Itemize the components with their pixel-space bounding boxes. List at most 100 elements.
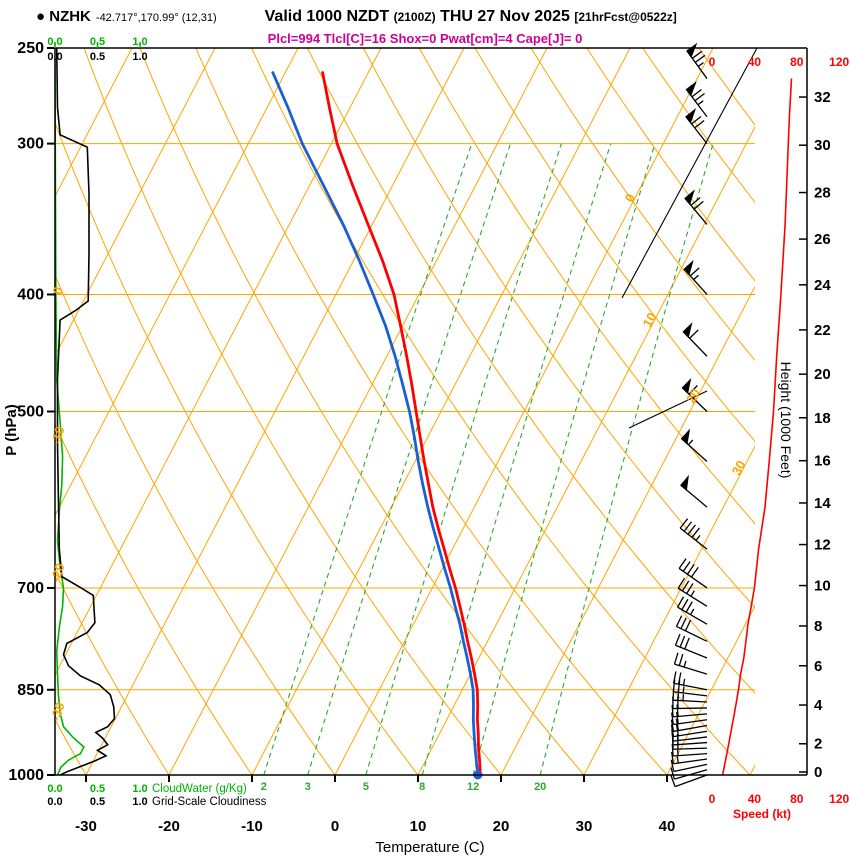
dewpoint-curve	[271, 71, 480, 777]
boundary-line	[628, 390, 708, 429]
wind-barb-full	[684, 619, 692, 632]
pressure-tick-label: 1000	[8, 767, 44, 784]
height-tick-label: 28	[814, 185, 831, 202]
height-tick-label: 24	[814, 277, 831, 294]
wind-barb-staff	[675, 644, 708, 659]
pressure-axis-title: P (hPa)	[3, 404, 20, 455]
wind-barb-full	[670, 759, 675, 772]
pressure-tick-label: 300	[17, 136, 44, 153]
wind-barb-staff	[673, 763, 708, 773]
wind-barb-half	[693, 274, 699, 281]
height-tick-label: 0	[814, 764, 822, 781]
cloud-water-profile	[55, 58, 85, 775]
height-tick-label: 8	[814, 618, 822, 635]
station-name: NZHK	[49, 8, 91, 25]
wind-barb-staff	[673, 730, 708, 738]
mixing-ratio-label: 5	[363, 781, 369, 793]
wind-barb-full	[675, 718, 680, 731]
wind-barb-full	[672, 671, 677, 684]
dry-adiabat-line	[586, 48, 755, 282]
wind-barb-full	[694, 119, 705, 129]
wind-barb-flag	[680, 474, 689, 492]
wind-barb-full	[680, 617, 687, 629]
mixing-ratio-line	[472, 143, 656, 775]
speed-axis-title: Speed (kt)	[733, 807, 791, 821]
valid-prefix: Valid 1000 NZDT	[264, 8, 390, 25]
mixing-ratio-line	[307, 143, 512, 775]
dry-adiabat-line	[55, 571, 170, 775]
mixing-ratio-line	[263, 143, 473, 775]
wind-barb-flag	[682, 322, 693, 339]
station-coords: -42.717°,170.99° (12,31)	[95, 12, 217, 24]
wind-barb-full	[689, 329, 699, 339]
speed-profile	[721, 78, 793, 776]
wind-barb-staff	[674, 774, 708, 788]
height-tick-label: 22	[814, 322, 831, 339]
height-tick-label: 14	[814, 495, 831, 512]
station-bullet: ●	[36, 8, 46, 25]
dry-adiabat-line	[55, 423, 253, 775]
speed-tick-label-top: 40	[748, 55, 762, 69]
isotherm-line	[417, 125, 755, 775]
cloudwater-scale-label-top: 0.5	[90, 36, 105, 48]
wind-barb-full	[693, 200, 704, 210]
speed-tick-label-top: 80	[790, 55, 804, 69]
wind-barb-full	[670, 724, 675, 737]
isotherm-line	[55, 48, 299, 517]
wind-barb-half	[697, 100, 704, 106]
cloudwater-scale-label-top: 0.0	[47, 36, 62, 48]
speed-tick-label-bottom: 40	[748, 792, 762, 806]
mixing-ratio-line	[365, 143, 562, 775]
wind-barb-flag	[684, 189, 695, 206]
wind-barb-full	[690, 566, 699, 578]
height-tick-label: 20	[814, 366, 831, 383]
height-tick-label: 2	[814, 736, 822, 753]
dry-adiabat-line	[83, 48, 502, 775]
speed-tick-label-bottom: 120	[829, 792, 849, 806]
pressure-axis: 250 300 400 500 700 850 1000 P (hPa)	[3, 40, 55, 784]
wind-barb-full	[683, 521, 693, 532]
wind-barb-full	[674, 633, 681, 646]
cloudwater-axis-title: CloudWater (g/Kg)	[152, 783, 247, 795]
wind-barb-full	[686, 583, 694, 594]
wind-barb-full	[671, 712, 674, 725]
speed-tick-label-top: 0	[709, 55, 716, 69]
pressure-tick-label: 500	[17, 404, 44, 421]
pressure-tick-label: 250	[17, 40, 44, 57]
wind-barb-half	[682, 678, 686, 686]
height-tick-label: 32	[814, 89, 831, 106]
wind-barb-full	[681, 580, 690, 592]
wind-barb-full	[675, 723, 679, 736]
pressure-tick-label: 850	[17, 682, 44, 699]
isotherm-line	[334, 48, 714, 775]
wind-barb-full	[685, 601, 693, 613]
dry-adiabat-line	[139, 48, 585, 775]
wind-barb-flag	[685, 81, 697, 97]
isotherm-line	[583, 445, 755, 775]
mixing-ratio-label: 12	[467, 781, 479, 793]
wind-barb-staff	[679, 527, 708, 550]
wind-barb-full	[691, 116, 702, 125]
thermo-params-line: Plcl=994 Tlcl[C]=16 Shox=0 Pwat[cm]=4 Ca…	[267, 31, 583, 46]
isotherm-line	[168, 48, 548, 775]
temperature-tick-label: 30	[576, 818, 593, 835]
wind-barb-flag	[686, 42, 698, 59]
height-tick-label: 12	[814, 537, 831, 554]
wind-barb-full	[694, 54, 706, 63]
dry-adiabat-line	[474, 48, 755, 443]
wind-barb-staff	[673, 691, 708, 697]
dry-adiabat-label: -10	[48, 424, 68, 447]
dry-adiabat-line	[530, 48, 755, 362]
isotherm-label: 20	[683, 386, 703, 406]
wind-barb-full	[687, 524, 696, 535]
wind-barb-staff	[678, 567, 708, 589]
station-title: ● NZHK	[36, 8, 91, 25]
wind-barb-full	[691, 527, 700, 538]
dry-adiabat-line	[195, 48, 668, 775]
cloudiness-scale-label-bottom: 1.0	[132, 796, 147, 808]
wind-barb-half	[683, 660, 687, 668]
wind-barb-flag	[680, 428, 691, 445]
cloudiness-scale-label-bottom: 0.0	[47, 796, 62, 808]
